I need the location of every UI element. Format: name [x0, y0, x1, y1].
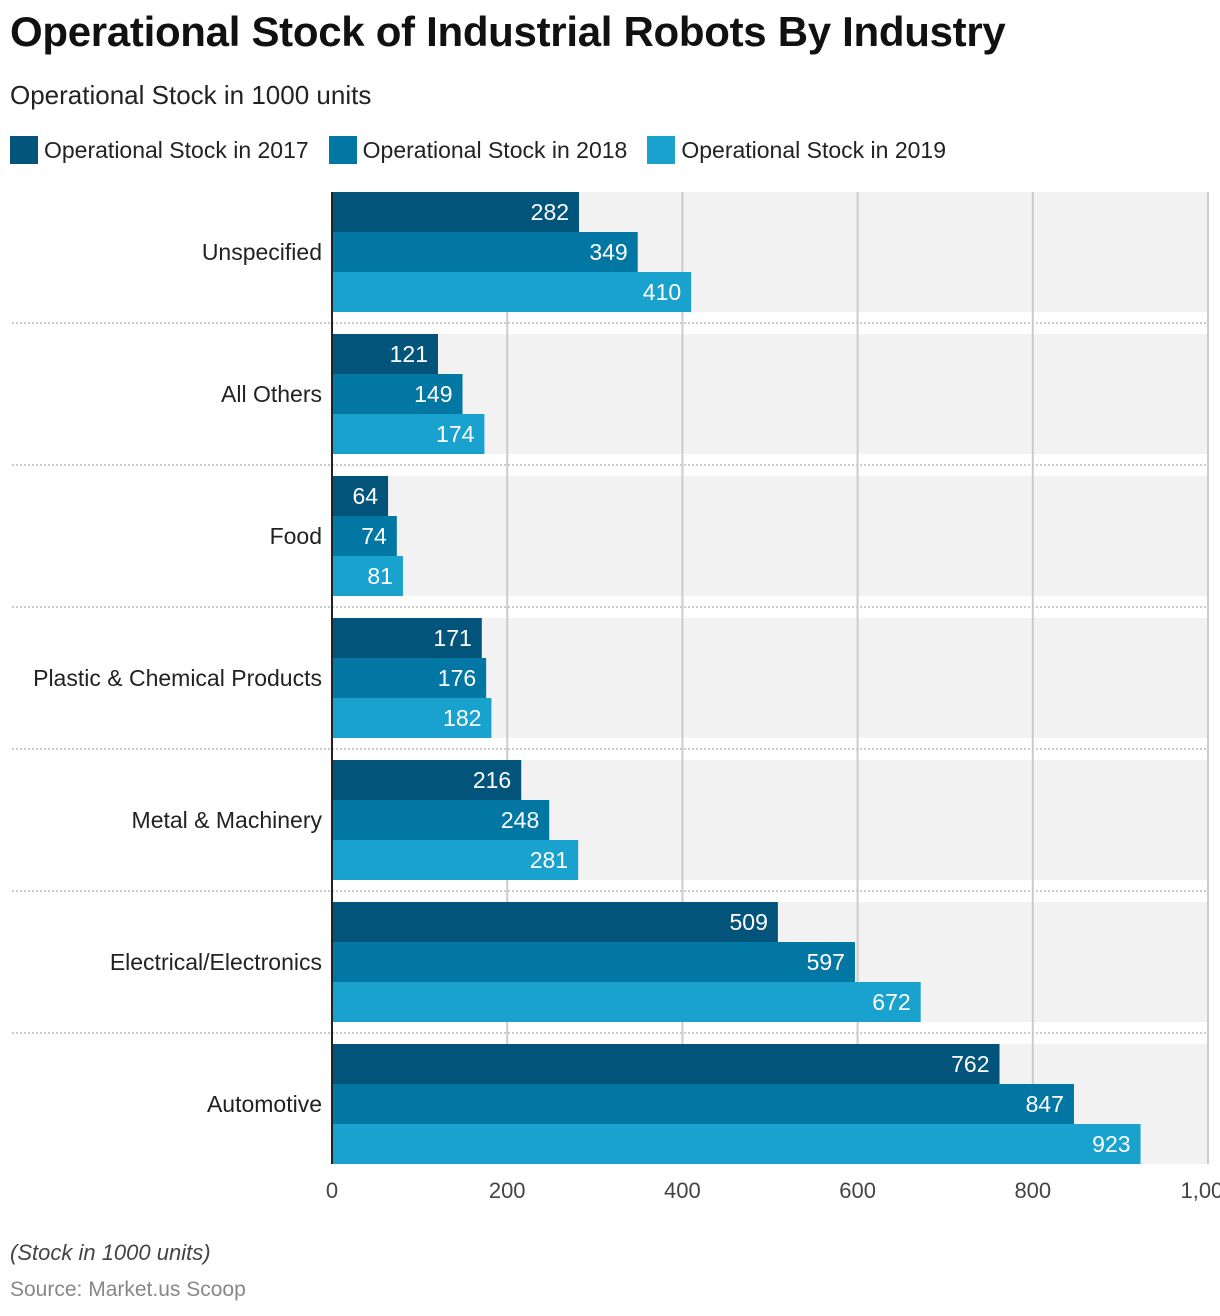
bar [332, 374, 463, 414]
category-band [332, 476, 1208, 596]
data-label: 281 [530, 847, 568, 873]
x-tick-label: 800 [1014, 1178, 1051, 1203]
bar [332, 1044, 1000, 1084]
legend: Operational Stock in 2017 Operational St… [10, 136, 946, 164]
x-tick-label: 600 [839, 1178, 876, 1203]
data-label: 182 [443, 705, 481, 731]
category-label: Unspecified [202, 239, 322, 265]
category-label: Plastic & Chemical Products [33, 665, 322, 691]
data-label: 410 [643, 279, 681, 305]
bar [332, 414, 485, 454]
data-label: 762 [951, 1051, 989, 1077]
bar [332, 840, 579, 880]
x-tick-label: 0 [326, 1178, 338, 1203]
data-label: 216 [473, 767, 511, 793]
bar [332, 334, 438, 374]
bar [332, 232, 638, 272]
legend-swatch [10, 136, 38, 164]
chart-source: Source: Market.us Scoop [10, 1278, 246, 1301]
category-label: Metal & Machinery [132, 807, 323, 833]
bar [332, 902, 778, 942]
chart-subtitle: Operational Stock in 1000 units [10, 80, 372, 110]
legend-label: Operational Stock in 2017 [44, 136, 309, 163]
bar [332, 698, 492, 738]
legend-label: Operational Stock in 2018 [362, 136, 628, 163]
x-tick-label: 400 [664, 1178, 701, 1203]
data-label: 282 [531, 199, 569, 225]
bar [332, 800, 550, 840]
legend-swatch [328, 136, 357, 164]
bar [332, 942, 855, 982]
bar [332, 1124, 1141, 1164]
legend-item-2018: Operational Stock in 2018 [328, 136, 628, 164]
bar [332, 618, 482, 658]
bar [332, 476, 389, 516]
bar [332, 760, 522, 800]
chart-title: Operational Stock of Industrial Robots B… [10, 8, 1006, 55]
legend-item-2017: Operational Stock in 2017 [10, 136, 309, 164]
category-label: Food [270, 523, 322, 549]
data-label: 248 [501, 807, 539, 833]
data-label: 672 [872, 989, 910, 1015]
bar [332, 192, 580, 232]
bar [332, 1084, 1074, 1124]
bar [332, 556, 403, 596]
data-label: 847 [1026, 1091, 1064, 1117]
data-label: 176 [438, 665, 476, 691]
data-label: 121 [390, 341, 428, 367]
data-label: 171 [433, 625, 471, 651]
data-label: 597 [807, 949, 845, 975]
category-label: Automotive [207, 1091, 322, 1117]
data-label: 509 [730, 909, 768, 935]
data-label: 74 [361, 523, 387, 549]
category-label: All Others [221, 381, 322, 407]
chart-note: (Stock in 1000 units) [10, 1240, 211, 1265]
data-label: 64 [352, 483, 378, 509]
data-label: 349 [589, 239, 627, 265]
bar [332, 982, 921, 1022]
bar [332, 272, 692, 312]
category-label: Electrical/Electronics [110, 949, 322, 975]
legend-label: Operational Stock in 2019 [681, 136, 947, 163]
legend-item-2019: Operational Stock in 2019 [647, 136, 946, 164]
legend-swatch [647, 136, 676, 164]
x-tick-label: 200 [489, 1178, 526, 1203]
data-label: 81 [367, 563, 393, 589]
x-tick-label: 1,000 [1180, 1178, 1220, 1203]
bar [332, 516, 397, 556]
data-label: 923 [1092, 1131, 1130, 1157]
data-label: 149 [414, 381, 452, 407]
bar [332, 658, 487, 698]
bar-chart: 0 200 400 600 800 1,000 Unspecified 282 349 410 Al… [12, 192, 1220, 1203]
data-label: 174 [436, 421, 475, 447]
